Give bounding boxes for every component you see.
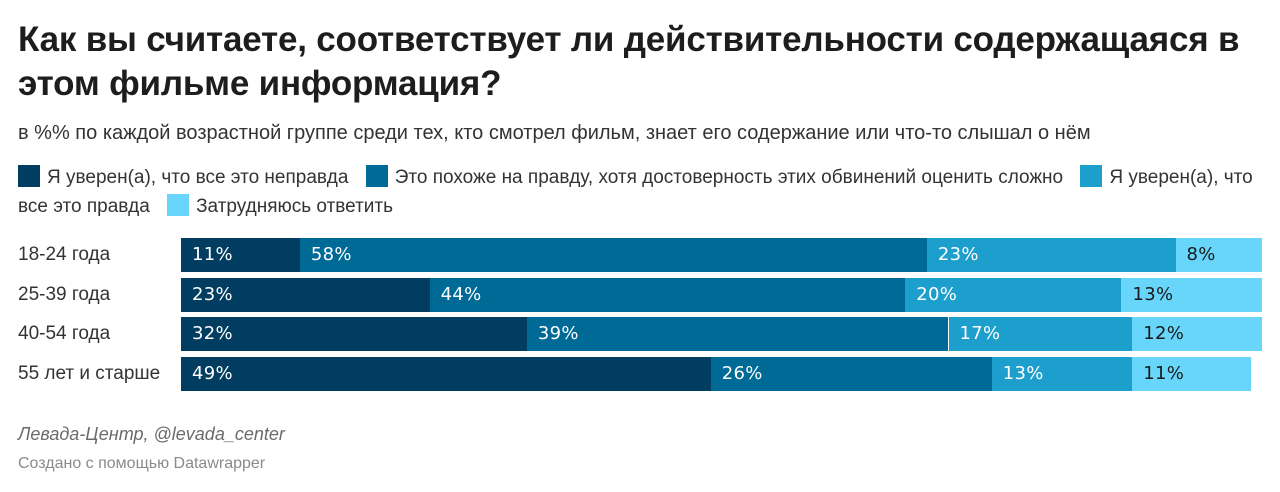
chart-subtitle: в %% по каждой возрастной группе среди т… xyxy=(18,122,1091,144)
legend-item: Затрудняюсь ответить xyxy=(167,194,394,217)
category-label: 55 лет и старше xyxy=(18,362,161,384)
legend-swatch xyxy=(1080,165,1103,187)
stacked-bar: 11% 58% 23% 8% xyxy=(181,238,1262,272)
category-label: 25-39 года xyxy=(18,283,111,305)
bar-segment xyxy=(526,317,949,351)
chart-title: Как вы считаете, соответствует ли действ… xyxy=(18,20,1240,103)
data-label: 23% xyxy=(192,283,233,305)
bar-segment xyxy=(710,356,992,391)
bar-segment xyxy=(926,238,1176,272)
data-label: 13% xyxy=(1132,283,1174,305)
data-label: 58% xyxy=(310,244,352,265)
stacked-bar: 49% 26% 13% 11% xyxy=(181,356,1262,391)
bar-segment xyxy=(905,277,1122,312)
bar-row: 40-54 года 32% 39% 17% 12% xyxy=(0,317,1280,351)
bar-segment xyxy=(181,356,711,391)
data-label: 26% xyxy=(721,362,763,384)
legend-swatch xyxy=(167,194,190,216)
bar-segment xyxy=(181,317,527,351)
category-label: 40-54 года xyxy=(18,323,111,344)
data-label: 39% xyxy=(537,323,579,344)
bar-segment xyxy=(991,356,1133,391)
data-label: 12% xyxy=(1143,323,1185,344)
credit-note: Создано с помощью Datawrapper xyxy=(18,455,266,472)
data-label: 17% xyxy=(959,323,1001,344)
bar-segment xyxy=(429,277,906,312)
bar-segment xyxy=(1175,238,1262,272)
bar-segment xyxy=(299,238,927,272)
legend: Я уверен(а), что все это неправда Это по… xyxy=(18,163,1268,221)
legend-label: Я уверен(а), что все это правда xyxy=(18,167,1253,217)
bar-segment xyxy=(1121,277,1262,312)
data-label: 44% xyxy=(440,283,482,305)
legend-swatch xyxy=(18,165,40,187)
legend-label: Это похоже на правду, хотя достоверность… xyxy=(394,167,1064,188)
legend-label: Затрудняюсь ответить xyxy=(196,196,394,217)
category-label: 18-24 года xyxy=(18,244,111,265)
data-label: 11% xyxy=(1143,362,1185,384)
bar-segment xyxy=(1132,356,1252,391)
stacked-bar: 23% 44% 20% 13% xyxy=(181,277,1262,312)
bar-row: 18-24 года 11% 58% 23% 8% xyxy=(0,238,1280,272)
bar-segment xyxy=(1132,317,1262,351)
legend-item: Я уверен(а), что все это неправда xyxy=(18,165,349,188)
bar-row: 25-39 года 23% 44% 20% 13% xyxy=(0,277,1280,312)
bar-row: 55 лет и старше 49% 26% 13% 11% xyxy=(0,356,1280,391)
data-label: 20% xyxy=(916,283,958,305)
data-label: 8% xyxy=(1186,244,1216,265)
data-label: 23% xyxy=(937,244,979,265)
legend-item: Я уверен(а), что все это правда xyxy=(18,165,1253,217)
stacked-bar: 32% 39% 17% 12% xyxy=(181,317,1262,351)
data-label: 32% xyxy=(192,323,233,344)
data-label: 13% xyxy=(1002,362,1044,384)
source-note: Левада-Центр, @levada_center xyxy=(18,424,285,444)
bar-segment xyxy=(181,277,430,312)
data-label: 49% xyxy=(192,362,233,384)
bar-segment xyxy=(948,317,1133,351)
bar-segment xyxy=(181,238,300,272)
legend-item: Это похоже на правду, хотя достоверность… xyxy=(365,165,1064,188)
legend-swatch xyxy=(365,165,388,187)
data-label: 11% xyxy=(192,244,233,265)
legend-label: Я уверен(а), что все это неправда xyxy=(47,167,349,188)
